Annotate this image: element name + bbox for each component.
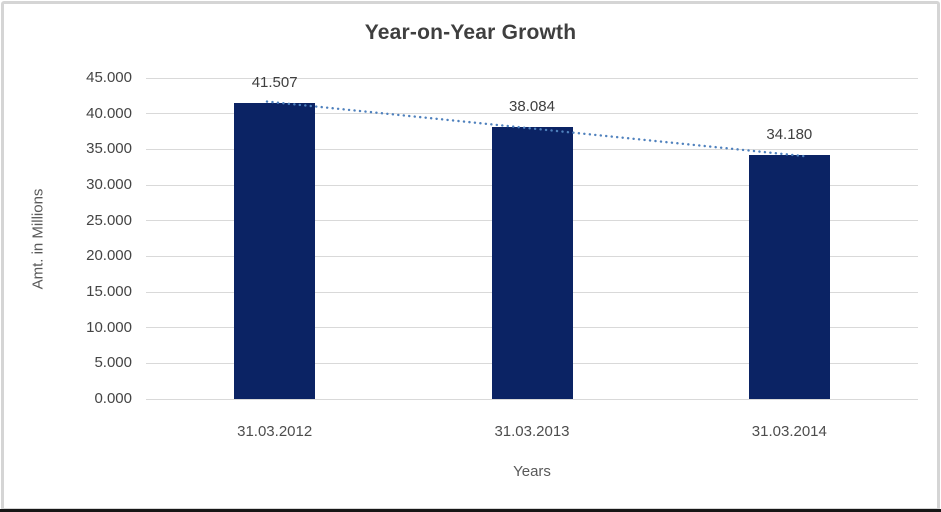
x-axis-title: Years xyxy=(513,463,551,480)
y-tick-label: 20.000 xyxy=(86,247,132,265)
y-tick-label: 5.000 xyxy=(94,354,132,372)
y-tick-label: 10.000 xyxy=(86,318,132,336)
y-tick-label: 30.000 xyxy=(86,176,132,193)
y-axis-title: Amt. in Millions xyxy=(29,188,47,289)
bar-value-label: 38.084 xyxy=(509,98,555,116)
gridline xyxy=(146,398,918,400)
y-tick-label: 45.000 xyxy=(86,69,132,86)
y-tick-label: 0.000 xyxy=(94,390,132,407)
gridline xyxy=(146,77,918,79)
y-tick-label: 25.000 xyxy=(86,211,132,229)
screenshot-bottom-edge xyxy=(0,509,941,512)
bar xyxy=(748,155,830,399)
bar-value-label: 34.180 xyxy=(766,126,813,144)
x-tick-label: 31.03.2012 xyxy=(237,423,313,440)
chart-title: Year-on-Year Growth xyxy=(364,21,577,44)
bar xyxy=(491,127,573,399)
bar-value-label: 41.507 xyxy=(251,73,298,91)
x-tick-label: 31.03.2014 xyxy=(751,423,827,440)
x-tick-label: 31.03.2013 xyxy=(494,423,570,440)
y-tick-label: 15.000 xyxy=(86,283,132,300)
bar xyxy=(234,102,316,399)
y-tick-label: 40.000 xyxy=(86,104,132,122)
y-tick-label: 35.000 xyxy=(86,140,132,158)
